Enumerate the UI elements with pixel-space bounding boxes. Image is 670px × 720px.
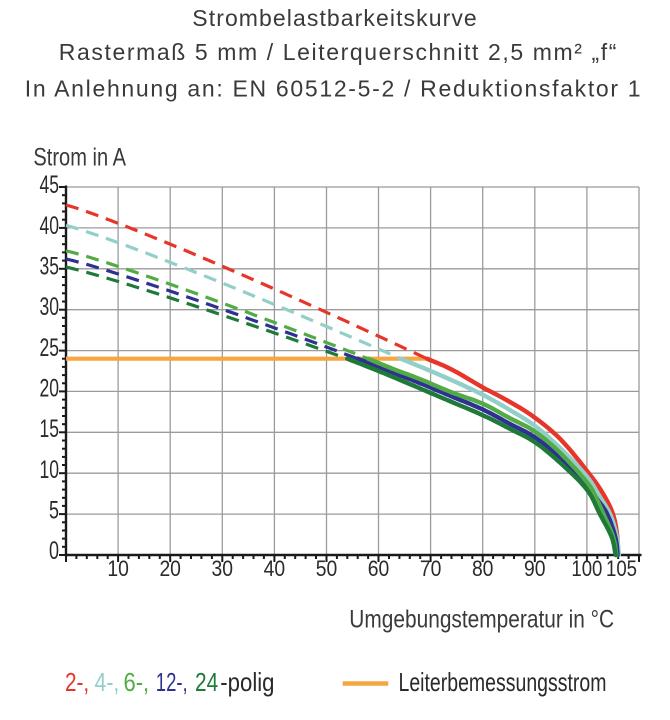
svg-text:12-,: 12-, xyxy=(156,667,188,697)
svg-text:45: 45 xyxy=(40,171,60,199)
svg-text:25: 25 xyxy=(40,334,60,362)
svg-text:24: 24 xyxy=(195,667,218,697)
svg-text:50: 50 xyxy=(316,556,338,581)
svg-text:100: 100 xyxy=(571,556,602,581)
svg-text:2-,: 2-, xyxy=(65,667,89,697)
svg-text:5: 5 xyxy=(49,497,59,525)
svg-text:30: 30 xyxy=(212,556,234,581)
svg-text:70: 70 xyxy=(420,556,442,581)
svg-text:60: 60 xyxy=(368,556,390,581)
svg-text:15: 15 xyxy=(40,415,60,443)
svg-text:20: 20 xyxy=(40,375,60,403)
svg-text:Rastermaß 5 mm / Leiterquersch: Rastermaß 5 mm / Leiterquerschnitt 2,5 m… xyxy=(59,39,617,65)
svg-text:30: 30 xyxy=(40,293,60,321)
svg-text:Strom in A: Strom in A xyxy=(33,144,126,172)
svg-text:20: 20 xyxy=(159,556,181,581)
svg-text:90: 90 xyxy=(524,556,546,581)
svg-text:80: 80 xyxy=(472,556,494,581)
svg-text:Strombelastbarkeitskurve: Strombelastbarkeitskurve xyxy=(192,5,476,31)
svg-text:40: 40 xyxy=(264,556,286,581)
svg-text:10: 10 xyxy=(107,556,129,581)
svg-text:105: 105 xyxy=(606,556,637,581)
svg-text:0: 0 xyxy=(49,537,59,565)
svg-text:10: 10 xyxy=(40,456,60,484)
svg-text:40: 40 xyxy=(40,212,60,240)
svg-text:-polig: -polig xyxy=(220,667,274,697)
svg-text:Umgebungstemperatur in °C: Umgebungstemperatur in °C xyxy=(349,606,614,634)
svg-text:6-,: 6-, xyxy=(124,667,150,697)
svg-text:4-,: 4-, xyxy=(95,667,120,697)
svg-text:Leiterbemessungsstrom: Leiterbemessungsstrom xyxy=(399,667,607,697)
svg-text:35: 35 xyxy=(40,253,60,281)
